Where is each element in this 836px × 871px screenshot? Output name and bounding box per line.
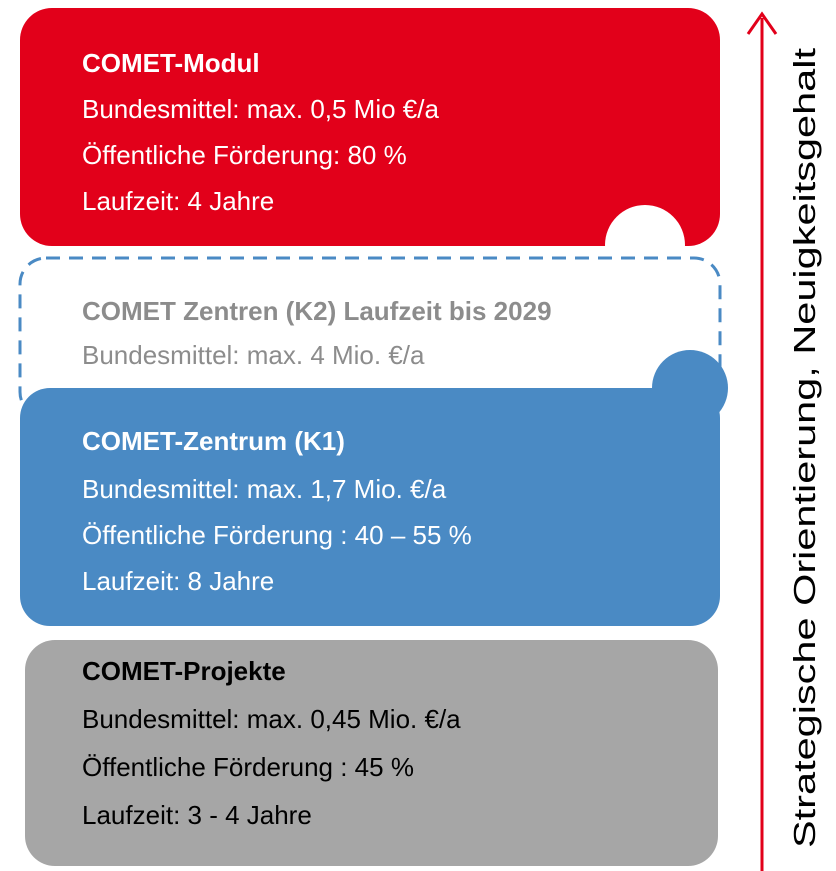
block-line: Laufzeit: 3 - 4 Jahre (82, 800, 312, 830)
block-line: Öffentliche Förderung : 45 % (82, 752, 414, 782)
block-line: Bundesmittel: max. 4 Mio. €/a (82, 340, 425, 370)
axis-label: Strategische Orientierung, Neuigkeitsgeh… (787, 47, 822, 848)
block-line: Bundesmittel: max. 1,7 Mio. €/a (82, 474, 447, 504)
block-title: COMET Zentren (K2) Laufzeit bis 2029 (82, 296, 552, 326)
block-title: COMET-Modul (82, 48, 260, 78)
block-line: Bundesmittel: max. 0,5 Mio €/a (82, 94, 439, 124)
block-title: COMET-Zentrum (K1) (82, 426, 345, 456)
block-line: Laufzeit: 4 Jahre (82, 186, 274, 216)
block-line: Öffentliche Förderung: 80 % (82, 140, 407, 170)
block-line: Bundesmittel: max. 0,45 Mio. €/a (82, 704, 461, 734)
k1-box (20, 388, 720, 626)
block-line: Laufzeit: 8 Jahre (82, 566, 274, 596)
block-line: Öffentliche Förderung : 40 – 55 % (82, 520, 472, 550)
bump (652, 350, 728, 426)
block-title: COMET-Projekte (82, 656, 286, 686)
projekte-box (25, 640, 718, 866)
arrow-head (746, 11, 778, 35)
modul-box (20, 8, 720, 246)
